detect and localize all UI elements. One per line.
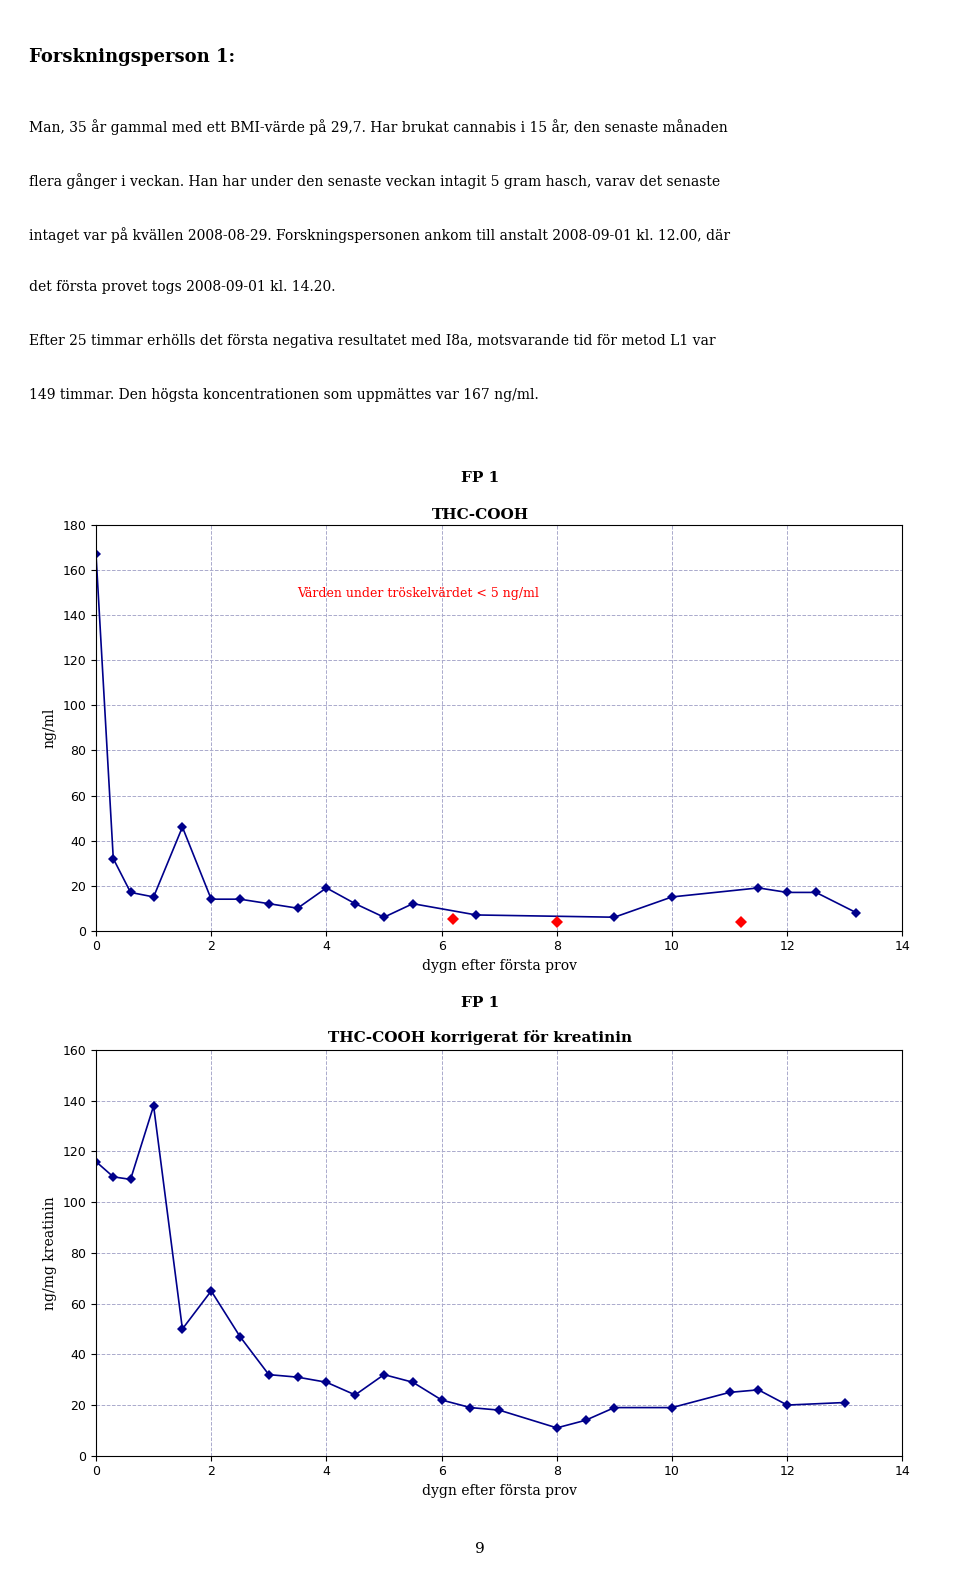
Text: FP 1: FP 1	[461, 471, 499, 485]
Text: Forskningsperson 1:: Forskningsperson 1:	[29, 48, 235, 65]
Text: FP 1: FP 1	[461, 996, 499, 1010]
X-axis label: dygn efter första prov: dygn efter första prov	[421, 1484, 577, 1499]
Text: THC-COOH: THC-COOH	[431, 508, 529, 522]
Text: Man, 35 år gammal med ett BMI-värde på 29,7. Har brukat cannabis i 15 år, den se: Man, 35 år gammal med ett BMI-värde på 2…	[29, 119, 728, 135]
Text: intaget var på kvällen 2008-08-29. Forskningspersonen ankom till anstalt 2008-09: intaget var på kvällen 2008-08-29. Forsk…	[29, 226, 730, 242]
Text: det första provet togs 2008-09-01 kl. 14.20.: det första provet togs 2008-09-01 kl. 14…	[29, 280, 335, 294]
Text: Efter 25 timmar erhölls det första negativa resultatet med I8a, motsvarande tid : Efter 25 timmar erhölls det första negat…	[29, 334, 715, 348]
Text: flera gånger i veckan. Han har under den senaste veckan intagit 5 gram hasch, va: flera gånger i veckan. Han har under den…	[29, 173, 720, 189]
Text: THC-COOH korrigerat för kreatinin: THC-COOH korrigerat för kreatinin	[328, 1031, 632, 1045]
Text: 9: 9	[475, 1542, 485, 1556]
Text: 149 timmar. Den högsta koncentrationen som uppmättes var 167 ng/ml.: 149 timmar. Den högsta koncentrationen s…	[29, 388, 539, 403]
Text: Värden under tröskelvärdet < 5 ng/ml: Värden under tröskelvärdet < 5 ng/ml	[298, 587, 540, 600]
Y-axis label: ng/mg kreatinin: ng/mg kreatinin	[43, 1196, 57, 1309]
X-axis label: dygn efter första prov: dygn efter första prov	[421, 959, 577, 974]
Y-axis label: ng/ml: ng/ml	[43, 708, 57, 748]
